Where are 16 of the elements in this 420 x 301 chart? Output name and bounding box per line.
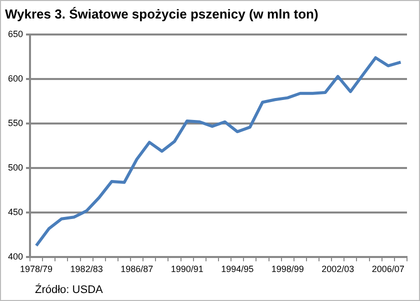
chart-title: Wykres 3. Światowe spożycie pszenicy (w mln ton)	[5, 6, 318, 22]
y-tick-label: 600	[8, 74, 24, 84]
x-tick-label: 1986/87	[120, 264, 154, 274]
x-tick-label: 1998/99	[271, 264, 304, 274]
x-tick-label: 1982/83	[70, 264, 103, 274]
x-tick-label: 2006/07	[372, 264, 404, 274]
x-tick-label: 2002/03	[322, 264, 354, 274]
y-tick-label: 450	[8, 207, 24, 218]
y-tick-label: 500	[8, 162, 24, 173]
x-tick-label: 1978/79	[20, 264, 53, 274]
x-tick-label: 1994/95	[221, 264, 254, 274]
y-tick-label: 650	[8, 29, 24, 40]
y-tick-label: 550	[8, 118, 24, 128]
text: Źródło: USDA	[35, 283, 104, 296]
y-tick-label: 400	[8, 252, 24, 262]
x-tick-label: 1990/91	[170, 264, 204, 274]
